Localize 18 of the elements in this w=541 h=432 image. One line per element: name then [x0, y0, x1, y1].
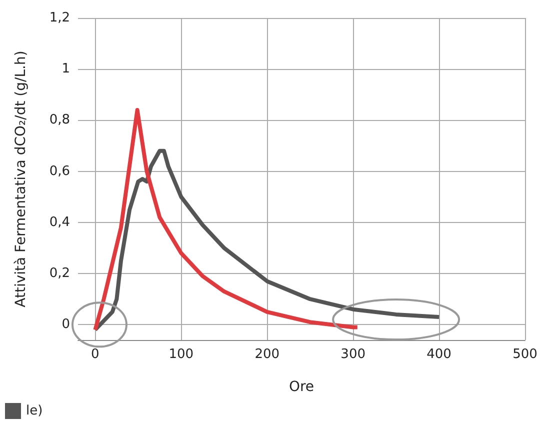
- y-tick-label: 1: [62, 62, 70, 77]
- y-axis-title: Attività Fermentativa dCO₂/dt (g/L.h): [13, 50, 29, 308]
- x-tick-label: 200: [254, 347, 280, 362]
- line-series: [93, 108, 360, 332]
- x-tick-label: 500: [512, 347, 538, 362]
- y-tick-label: 0,8: [49, 112, 70, 128]
- legend-label: le): [26, 404, 43, 418]
- y-tick-label: 0,4: [49, 214, 70, 230]
- x-tick-label: 100: [168, 347, 194, 362]
- y-tick-label: 1,2: [49, 10, 70, 26]
- x-axis-title: Ore: [288, 379, 314, 395]
- y-tick-label: 0,6: [49, 164, 70, 179]
- x-tick-label: 400: [426, 347, 452, 362]
- y-tick-label: 0: [62, 317, 70, 332]
- x-tick-label: 0: [91, 347, 100, 362]
- x-tick-label: 300: [340, 347, 366, 362]
- y-tick-label: 0,2: [49, 266, 70, 282]
- line-series: [93, 148, 442, 332]
